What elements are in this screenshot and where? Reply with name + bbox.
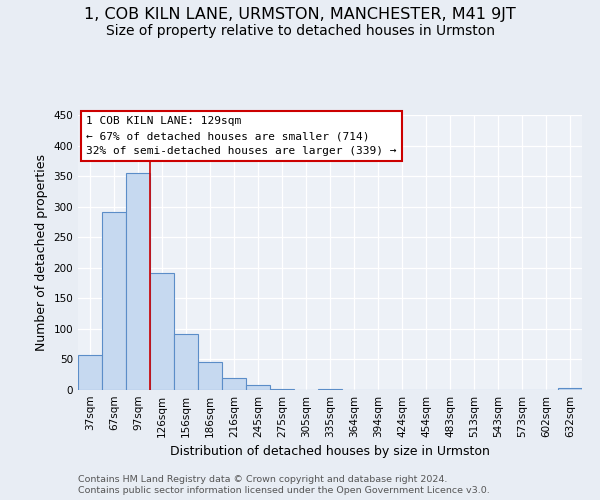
Text: 1 COB KILN LANE: 129sqm
← 67% of detached houses are smaller (714)
32% of semi-d: 1 COB KILN LANE: 129sqm ← 67% of detache… [86, 116, 397, 156]
Bar [150, 272, 174, 390]
Text: Contains HM Land Registry data © Crown copyright and database right 2024.: Contains HM Land Registry data © Crown c… [78, 475, 448, 484]
Bar [78, 354, 102, 390]
Bar [222, 378, 246, 390]
Bar [198, 362, 222, 390]
Bar [174, 334, 198, 390]
Bar [126, 173, 150, 390]
Bar [246, 384, 270, 390]
Text: 1, COB KILN LANE, URMSTON, MANCHESTER, M41 9JT: 1, COB KILN LANE, URMSTON, MANCHESTER, M… [84, 8, 516, 22]
Bar [558, 388, 582, 390]
Y-axis label: Number of detached properties: Number of detached properties [35, 154, 48, 351]
Text: Size of property relative to detached houses in Urmston: Size of property relative to detached ho… [106, 24, 494, 38]
Bar [270, 389, 294, 390]
X-axis label: Distribution of detached houses by size in Urmston: Distribution of detached houses by size … [170, 446, 490, 458]
Text: Contains public sector information licensed under the Open Government Licence v3: Contains public sector information licen… [78, 486, 490, 495]
Bar [102, 212, 126, 390]
Bar [318, 389, 342, 390]
